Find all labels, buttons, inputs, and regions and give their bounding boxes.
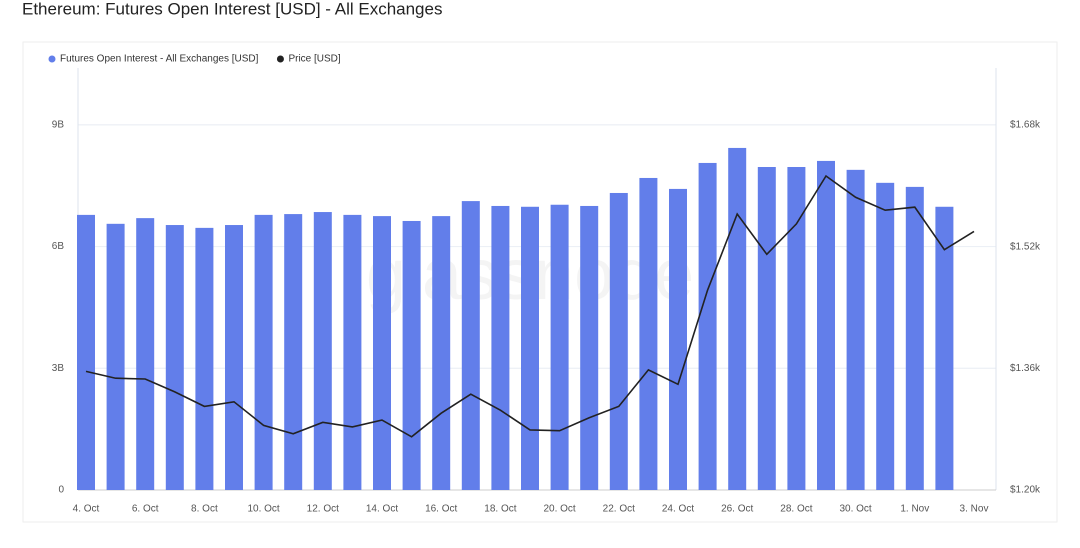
x-tick-label: 3. Nov bbox=[960, 504, 989, 515]
x-tick-label: 6. Oct bbox=[132, 504, 159, 515]
bar bbox=[136, 218, 155, 490]
bar bbox=[343, 214, 362, 490]
y-tick-label: 0 bbox=[58, 485, 64, 496]
y2-tick-label: $1.68k bbox=[1010, 120, 1041, 131]
bar bbox=[935, 206, 954, 490]
x-tick-label: 8. Oct bbox=[191, 504, 218, 515]
bar bbox=[817, 160, 835, 491]
bar bbox=[787, 167, 806, 490]
x-tick-label: 28. Oct bbox=[780, 504, 812, 515]
bar bbox=[284, 214, 303, 491]
legend-label: Price [USD] bbox=[288, 54, 340, 65]
bar bbox=[669, 188, 687, 490]
x-tick-label: 1. Nov bbox=[900, 504, 929, 515]
x-tick-label: 14. Oct bbox=[366, 504, 398, 515]
legend-marker bbox=[48, 55, 56, 63]
bar bbox=[580, 205, 599, 490]
bar bbox=[373, 216, 391, 490]
bar bbox=[609, 192, 628, 490]
x-tick-label: 12. Oct bbox=[307, 504, 339, 515]
y-tick-label: 6B bbox=[52, 241, 65, 252]
bar bbox=[402, 220, 421, 490]
x-tick-label: 4. Oct bbox=[73, 504, 100, 515]
x-tick-label: 22. Oct bbox=[603, 504, 635, 515]
bar bbox=[521, 206, 539, 490]
bar bbox=[313, 212, 332, 490]
bar bbox=[432, 216, 451, 490]
y2-tick-label: $1.52k bbox=[1010, 241, 1041, 252]
bar bbox=[876, 182, 895, 490]
legend-marker bbox=[276, 55, 284, 63]
y-tick-label: 3B bbox=[52, 363, 65, 374]
bar bbox=[461, 201, 480, 491]
chart-title: Ethereum: Futures Open Interest [USD] - … bbox=[22, 0, 442, 18]
bar bbox=[106, 223, 125, 491]
bar bbox=[491, 205, 510, 490]
y-tick-label: 9B bbox=[52, 119, 65, 130]
bar bbox=[905, 186, 924, 490]
x-tick-label: 24. Oct bbox=[662, 504, 694, 515]
x-tick-label: 20. Oct bbox=[543, 504, 575, 515]
bar bbox=[698, 162, 717, 490]
y2-tick-label: $1.36k bbox=[1010, 363, 1041, 374]
bar bbox=[77, 214, 95, 490]
legend-label: Futures Open Interest - All Exchanges [U… bbox=[60, 54, 259, 65]
bar bbox=[195, 227, 214, 490]
bar bbox=[846, 169, 865, 490]
bar bbox=[757, 167, 776, 490]
x-tick-label: 16. Oct bbox=[425, 504, 457, 515]
bar bbox=[254, 214, 273, 490]
x-tick-label: 30. Oct bbox=[839, 504, 871, 515]
bar bbox=[728, 147, 747, 491]
bar bbox=[550, 204, 569, 490]
y2-tick-label: $1.20k bbox=[1010, 485, 1041, 496]
price-line bbox=[85, 174, 975, 438]
x-tick-label: 26. Oct bbox=[721, 504, 753, 515]
bar bbox=[165, 225, 184, 490]
x-tick-label: 18. Oct bbox=[484, 504, 516, 515]
x-tick-label: 10. Oct bbox=[247, 504, 279, 515]
bar bbox=[225, 225, 243, 490]
bar bbox=[639, 177, 658, 491]
